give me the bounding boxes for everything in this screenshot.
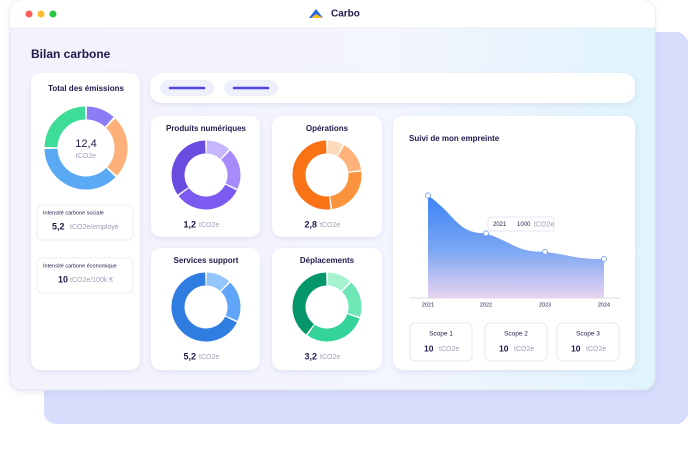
donut-segment	[44, 106, 86, 148]
donut-segment	[86, 106, 114, 128]
logo	[309, 9, 323, 18]
scope-card	[484, 322, 548, 362]
tooltip	[487, 216, 555, 232]
donut-segment	[206, 140, 229, 160]
scope-value: 10	[499, 343, 509, 353]
donut-segment	[341, 282, 362, 317]
intensity-label: Intensité carbone sociale	[43, 210, 104, 216]
total-title: Total des émissions	[48, 84, 124, 93]
point	[483, 230, 489, 237]
card-value: 5,2	[183, 351, 196, 361]
logo-accent	[311, 14, 323, 18]
page-title: Bilan carbone	[31, 47, 111, 61]
intensity-unit: tCO2e/employé	[70, 224, 119, 231]
scope-unit: tCO2e	[514, 346, 534, 353]
intensity-value: 10	[58, 274, 68, 284]
donut-segment	[327, 140, 343, 157]
max-dot[interactable]	[49, 10, 57, 18]
donut-segment	[327, 272, 350, 292]
area	[428, 195, 604, 298]
scope-value: 10	[571, 343, 581, 353]
scope-label: Scope 2	[504, 331, 528, 338]
total-unit: tCO2e	[76, 153, 96, 160]
donut-segment	[329, 171, 362, 210]
scope-card	[409, 322, 473, 362]
x-tick-label: 2023	[539, 302, 551, 308]
intensity-card	[36, 257, 134, 294]
donut-segment	[171, 140, 206, 195]
card-unit: tCO2e	[199, 222, 219, 229]
title-bar	[10, 0, 655, 28]
scope-label: Scope 1	[429, 331, 453, 338]
intensity-unit: tCO2e/100k €	[70, 277, 113, 284]
intensity-label: Intensité carbone économique	[43, 263, 117, 269]
card-value: 2,8	[304, 219, 317, 229]
donut-segment	[171, 272, 237, 342]
min-dot[interactable]	[37, 10, 45, 18]
scope-value: 10	[424, 343, 434, 353]
scope-card	[556, 322, 620, 362]
tooltip-label: 2021	[493, 222, 507, 228]
scope-unit: tCO2e	[439, 346, 459, 353]
donut-segment	[178, 184, 237, 210]
donut-segment	[44, 148, 116, 190]
x-tick-label: 2022	[480, 302, 492, 308]
card-title: Produits numériques	[166, 124, 247, 133]
card-title: Opérations	[306, 124, 349, 133]
point	[425, 192, 431, 199]
total-value: 12,4	[75, 138, 96, 150]
donut-segment	[206, 272, 229, 292]
donut-segment	[105, 118, 128, 176]
card-title: Services support	[174, 256, 239, 265]
donut-segment	[307, 313, 360, 342]
tooltip-value: 1000	[517, 222, 531, 228]
card-title: Déplacements	[300, 256, 355, 265]
point	[542, 248, 548, 255]
app-title: Carbo	[331, 9, 360, 20]
donut-segment	[337, 145, 362, 173]
x-tick-label: 2024	[598, 302, 610, 308]
card-unit: tCO2e	[199, 354, 219, 361]
donut-segment	[220, 282, 241, 321]
close-dot[interactable]	[25, 10, 33, 18]
intensity-card	[36, 204, 134, 241]
card-value: 3,2	[304, 351, 317, 361]
tooltip-unit: tCO2e	[534, 221, 554, 228]
donut-segment	[292, 140, 331, 210]
scope-unit: tCO2e	[586, 346, 606, 353]
card-unit: tCO2e	[320, 222, 340, 229]
trend-title: Suivi de mon empreinte	[409, 134, 500, 143]
card-value: 1,2	[183, 219, 196, 229]
donut-segment	[292, 272, 327, 335]
donut-segment	[220, 150, 241, 189]
x-tick-label: 2021	[422, 302, 434, 308]
card-unit: tCO2e	[320, 354, 340, 361]
scope-label: Scope 3	[576, 331, 600, 338]
point	[601, 256, 607, 263]
intensity-value: 5,2	[52, 221, 65, 231]
